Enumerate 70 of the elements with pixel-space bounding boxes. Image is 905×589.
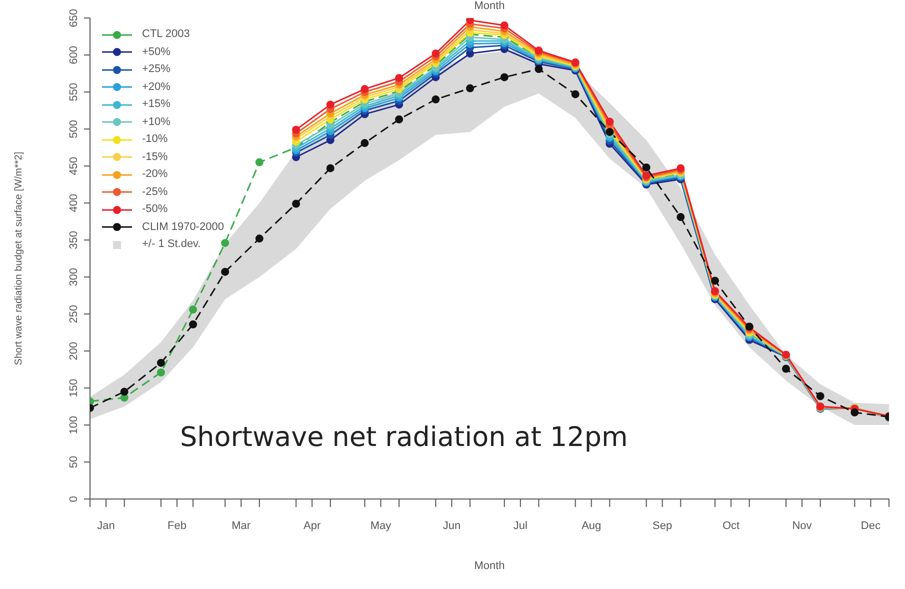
legend-label: +20% bbox=[142, 80, 170, 94]
x-tick-label: Feb bbox=[168, 520, 186, 532]
point bbox=[466, 18, 474, 24]
x-axis-title: Month bbox=[474, 560, 505, 572]
legend-label: -10% bbox=[142, 132, 168, 147]
annotation: +/- 1 St.dev. bbox=[142, 237, 201, 252]
legend-label: CLIM 1970-2000 bbox=[142, 220, 224, 234]
legend-label: -20% bbox=[142, 167, 168, 182]
x-tick-label: Sep bbox=[652, 520, 672, 532]
point bbox=[360, 139, 369, 148]
legend-label: -50% bbox=[142, 202, 168, 217]
x-tick-label: May bbox=[370, 520, 392, 532]
x-tick-label: Dec bbox=[860, 520, 881, 532]
point bbox=[255, 158, 264, 166]
point bbox=[221, 268, 230, 276]
point bbox=[395, 115, 404, 124]
point bbox=[816, 392, 824, 400]
legend-label: CTL 2003 bbox=[142, 27, 190, 42]
chart-title: Month bbox=[473, 0, 506, 12]
point bbox=[292, 126, 300, 134]
point bbox=[571, 90, 580, 98]
legend-label: +25% bbox=[142, 62, 170, 77]
x-tick-label: Nov bbox=[792, 520, 812, 532]
y-tick-label: 600 bbox=[68, 46, 80, 64]
point bbox=[642, 163, 650, 172]
point bbox=[534, 65, 543, 74]
point bbox=[711, 276, 720, 285]
y-tick-label: 250 bbox=[68, 304, 80, 324]
y-tick-label: 550 bbox=[68, 82, 80, 102]
y-tick-label: 0 bbox=[68, 496, 80, 502]
y-tick-label: 500 bbox=[68, 120, 80, 138]
x-tick-label: Mar bbox=[232, 520, 251, 532]
point bbox=[360, 85, 369, 94]
x-tick-label: Jun bbox=[442, 520, 461, 532]
point bbox=[326, 164, 334, 172]
annotation: Shortwave net radiation at 12pm bbox=[180, 422, 628, 453]
y-tick-label: 150 bbox=[68, 378, 80, 398]
point bbox=[292, 200, 300, 208]
point bbox=[255, 234, 264, 243]
point bbox=[326, 100, 334, 109]
legend-label: +15% bbox=[142, 97, 170, 112]
point bbox=[676, 213, 685, 222]
point bbox=[782, 364, 790, 373]
x-tick-label: Jan bbox=[97, 520, 115, 532]
point bbox=[221, 238, 230, 247]
point bbox=[466, 84, 474, 92]
legend-label: -25% bbox=[142, 184, 168, 200]
point bbox=[500, 21, 508, 30]
point bbox=[606, 118, 614, 126]
x-tick-label: Aug bbox=[582, 520, 602, 532]
x-tick-label: Oct bbox=[722, 520, 740, 532]
point bbox=[395, 74, 404, 82]
y-tick-label: 300 bbox=[68, 268, 80, 286]
y-tick-label: 100 bbox=[68, 416, 80, 434]
y-axis-title: Short wave radiation budget at surface [W/m**2] bbox=[14, 152, 25, 366]
point bbox=[500, 73, 508, 82]
y-tick-label: 50 bbox=[68, 456, 80, 468]
legend-label: +50% bbox=[142, 44, 170, 60]
x-tick-label: Apr bbox=[304, 520, 321, 532]
y-tick-label: 450 bbox=[68, 156, 80, 176]
y-tick-label: 200 bbox=[68, 342, 80, 360]
point bbox=[850, 408, 859, 416]
y-tick-label: 350 bbox=[68, 230, 80, 250]
point bbox=[432, 50, 440, 58]
legend-label: +10% bbox=[142, 114, 170, 130]
point bbox=[432, 95, 440, 104]
y-tick-label: 650 bbox=[68, 8, 80, 28]
y-tick-label: 400 bbox=[68, 194, 80, 212]
x-tick-label: Jul bbox=[513, 520, 528, 532]
legend-label: -15% bbox=[142, 150, 168, 164]
